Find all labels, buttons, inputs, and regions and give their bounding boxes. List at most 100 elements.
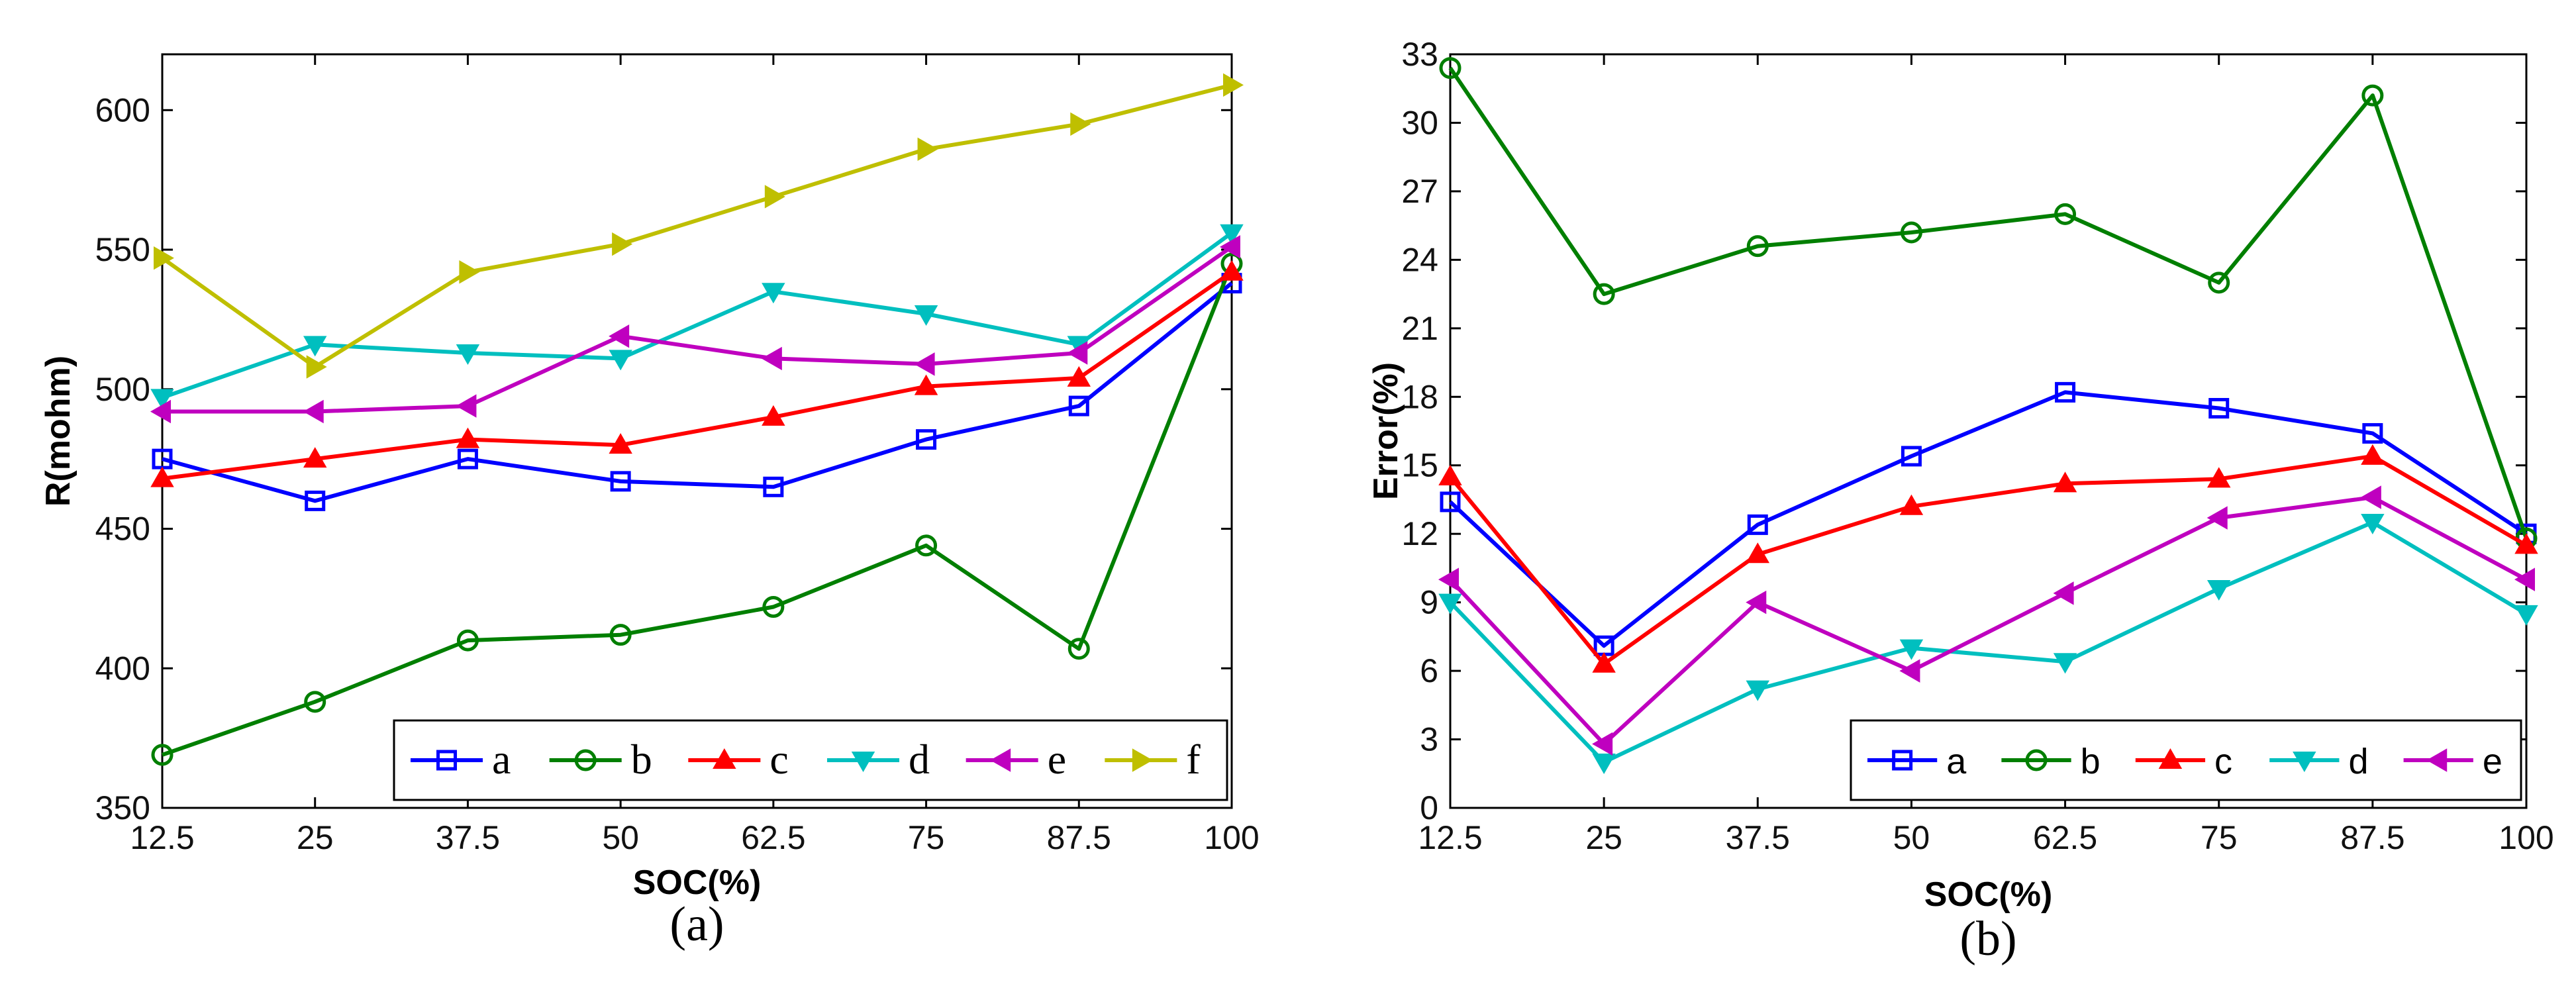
data-point-c (456, 427, 480, 448)
legend-marker-e (2426, 748, 2448, 772)
series-line-f (161, 83, 1232, 370)
legend-label-d: d (909, 736, 930, 783)
legend-marker-d (851, 752, 875, 773)
chart-a: 12.5 25 37.5 50 62.5 75 87.5 100 350 400 450 500 550… (39, 53, 1260, 952)
series-line-a (162, 281, 1233, 503)
data-point-e (914, 352, 935, 376)
legend-entry-b: b (2001, 742, 2101, 781)
data-point-c (2514, 533, 2538, 554)
data-point-f (612, 232, 633, 256)
data-point-b (151, 744, 173, 766)
series-line-e (162, 245, 1233, 414)
legend-label-c: c (2214, 742, 2232, 781)
data-point-d (2514, 605, 2538, 626)
data-point-f (459, 260, 480, 284)
x-tick-label: 25 (1585, 819, 1622, 856)
data-point-b (456, 629, 479, 652)
y-tick-label: 600 (95, 91, 150, 128)
legend-entry-d: d (827, 736, 930, 783)
series-b (1439, 57, 2538, 550)
legend-label-d: d (2348, 742, 2368, 781)
series-b (151, 252, 1243, 766)
x-tick-label: 50 (602, 819, 639, 856)
legend-box (393, 719, 1228, 801)
data-point-c (1438, 464, 1462, 485)
legend-label-c: c (769, 736, 788, 783)
y-tick-label: 9 (1420, 584, 1438, 621)
data-point-b (762, 596, 785, 618)
series-c (150, 260, 1244, 487)
data-point-c (914, 374, 938, 395)
legend-entry-d: d (2269, 742, 2368, 781)
data-point-d (1592, 754, 1616, 775)
x-tick-label: 12.5 (1418, 819, 1482, 856)
data-point-d (150, 389, 174, 410)
data-point-d (914, 305, 938, 326)
series-c (1438, 444, 2538, 673)
data-point-a (1901, 446, 1922, 467)
series-line-d (1448, 520, 2528, 764)
y-tick-label: 450 (95, 511, 150, 548)
data-point-b (1593, 283, 1615, 305)
y-axis-label: Error(%) (1367, 362, 1405, 500)
y-tick-label: 350 (95, 789, 150, 826)
series-line-c (162, 270, 1233, 481)
data-point-b (1067, 638, 1090, 660)
legend-label-a: a (1946, 742, 1967, 781)
data-point-d (609, 350, 632, 371)
data-point-c (1746, 542, 1770, 564)
data-point-d (1899, 639, 1924, 660)
data-point-d (2206, 579, 2231, 601)
data-point-e (2360, 485, 2381, 509)
legend-label-b: b (2081, 742, 2101, 781)
y-tick-label: 12 (1401, 515, 1438, 552)
data-point-b (2361, 84, 2384, 107)
data-point-d (1220, 224, 1244, 245)
data-point-e (1219, 235, 1240, 259)
data-point-a (2362, 422, 2383, 444)
data-point-c (303, 447, 327, 468)
legend-label-e: e (2483, 742, 2502, 781)
data-point-a (610, 471, 631, 492)
legend-marker-a (436, 750, 458, 771)
x-tick-label: 87.5 (1047, 819, 1111, 856)
series-d (150, 224, 1244, 410)
data-point-e (1592, 732, 1613, 756)
data-point-e (1438, 567, 1459, 591)
data-point-e (2206, 506, 2228, 530)
data-point-c (1220, 260, 1244, 281)
legend-marker-c (2158, 748, 2183, 769)
legend-label-f: f (1186, 736, 1201, 783)
data-point-d (1746, 680, 1770, 701)
data-point-d (456, 344, 480, 366)
series-line-c (1448, 454, 2528, 666)
legend-marker-a (1892, 750, 1913, 771)
chart-b: 12.5 25 37.5 50 62.5 75 87.5 100 0 3 6 9 12 15 18 21 24 2… (1367, 36, 2554, 966)
x-tick-label: 75 (908, 819, 945, 856)
y-tick-label: 30 (1401, 104, 1438, 141)
data-point-f (917, 137, 938, 162)
data-point-e (303, 399, 324, 424)
data-point-b (609, 624, 632, 646)
y-tick-label: 33 (1401, 36, 1438, 73)
data-point-d (762, 283, 785, 304)
legend-entry-c: c (688, 736, 789, 783)
legend-entry-b: b (549, 736, 652, 783)
data-point-a (1440, 491, 1461, 513)
data-point-a (1068, 395, 1089, 417)
legend-entry-c: c (2135, 742, 2232, 781)
data-point-e (1067, 341, 1088, 365)
x-tick-label: 37.5 (436, 819, 500, 856)
series-e (150, 235, 1240, 424)
data-point-c (2053, 471, 2077, 493)
data-point-b (304, 691, 326, 713)
series-f (154, 73, 1244, 379)
y-tick-label: 21 (1401, 310, 1438, 347)
x-tick-label: 100 (1204, 819, 1259, 856)
data-point-e (150, 399, 171, 424)
y-tick-label: 18 (1401, 378, 1438, 415)
series-line-a (1448, 390, 2528, 648)
legend-entry-a: a (411, 736, 511, 783)
data-point-f (306, 355, 327, 379)
